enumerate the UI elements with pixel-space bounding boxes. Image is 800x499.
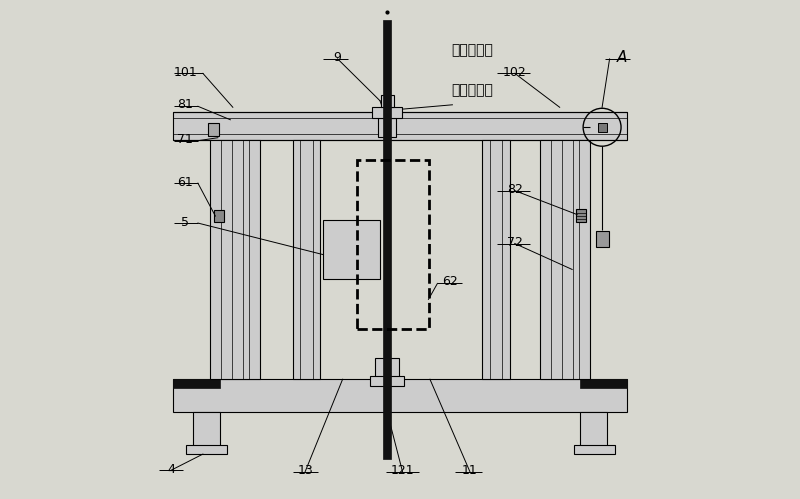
Text: 9: 9 xyxy=(334,51,342,64)
Bar xyxy=(372,107,402,118)
Bar xyxy=(208,123,219,136)
Bar xyxy=(370,376,404,386)
Bar xyxy=(540,140,590,379)
Bar xyxy=(173,379,220,388)
Text: A: A xyxy=(617,50,627,65)
Bar xyxy=(378,118,396,137)
Bar xyxy=(173,379,627,412)
Text: 61: 61 xyxy=(178,176,194,189)
Bar xyxy=(574,445,614,454)
Bar xyxy=(193,412,220,447)
Text: 11: 11 xyxy=(462,464,478,477)
Text: 5: 5 xyxy=(182,216,190,229)
Bar xyxy=(173,112,627,140)
Bar xyxy=(576,209,586,222)
Bar xyxy=(210,140,260,379)
Text: 扭矩传感器: 扭矩传感器 xyxy=(451,83,494,97)
Bar xyxy=(580,379,627,388)
Text: 4: 4 xyxy=(167,463,175,476)
Bar xyxy=(375,358,399,377)
Bar xyxy=(322,220,380,279)
Bar xyxy=(598,123,606,132)
Bar xyxy=(482,140,510,379)
Bar xyxy=(214,210,224,222)
Bar xyxy=(293,140,320,379)
Text: 62: 62 xyxy=(442,275,458,288)
Text: 72: 72 xyxy=(507,236,522,249)
Text: 71: 71 xyxy=(178,133,194,146)
Text: 121: 121 xyxy=(390,464,414,477)
Bar xyxy=(383,20,391,459)
Text: 102: 102 xyxy=(503,66,526,79)
Bar xyxy=(381,95,394,107)
Bar xyxy=(596,231,609,247)
Text: 13: 13 xyxy=(298,464,313,477)
Bar xyxy=(357,160,429,329)
Text: 81: 81 xyxy=(178,98,194,111)
Bar xyxy=(186,445,227,454)
Text: 82: 82 xyxy=(507,183,522,196)
Text: 101: 101 xyxy=(174,66,198,79)
Bar xyxy=(580,412,607,447)
Text: 待校准的微: 待校准的微 xyxy=(451,43,494,57)
